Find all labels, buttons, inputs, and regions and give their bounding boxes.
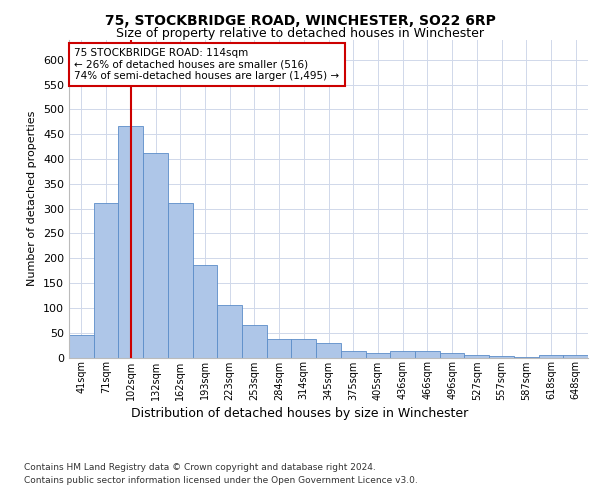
Text: 75, STOCKBRIDGE ROAD, WINCHESTER, SO22 6RP: 75, STOCKBRIDGE ROAD, WINCHESTER, SO22 6… (104, 14, 496, 28)
Bar (415, 351, 440, 358)
Bar (514, 356, 539, 358)
Bar (464, 354, 489, 358)
Text: Contains public sector information licensed under the Open Government Licence v3: Contains public sector information licen… (24, 476, 418, 485)
Bar (292, 338, 316, 357)
Bar (267, 338, 292, 357)
Bar (242, 326, 267, 358)
Text: Contains HM Land Registry data © Crown copyright and database right 2024.: Contains HM Land Registry data © Crown c… (24, 462, 376, 471)
Bar (193, 264, 217, 358)
Bar (563, 354, 588, 358)
Bar (217, 306, 242, 358)
Bar (69, 334, 94, 357)
Text: 75 STOCKBRIDGE ROAD: 114sqm
← 26% of detached houses are smaller (516)
74% of se: 75 STOCKBRIDGE ROAD: 114sqm ← 26% of det… (74, 48, 340, 81)
Text: Size of property relative to detached houses in Winchester: Size of property relative to detached ho… (116, 28, 484, 40)
Bar (390, 351, 415, 358)
Bar (168, 203, 193, 358)
Bar (341, 351, 365, 358)
Bar (489, 356, 514, 358)
Y-axis label: Number of detached properties: Number of detached properties (28, 111, 37, 286)
Text: Distribution of detached houses by size in Winchester: Distribution of detached houses by size … (131, 408, 469, 420)
Bar (440, 353, 464, 358)
Bar (539, 355, 563, 358)
Bar (118, 126, 143, 358)
Bar (94, 203, 118, 358)
Bar (316, 342, 341, 357)
Bar (365, 352, 390, 358)
Bar (143, 152, 168, 358)
